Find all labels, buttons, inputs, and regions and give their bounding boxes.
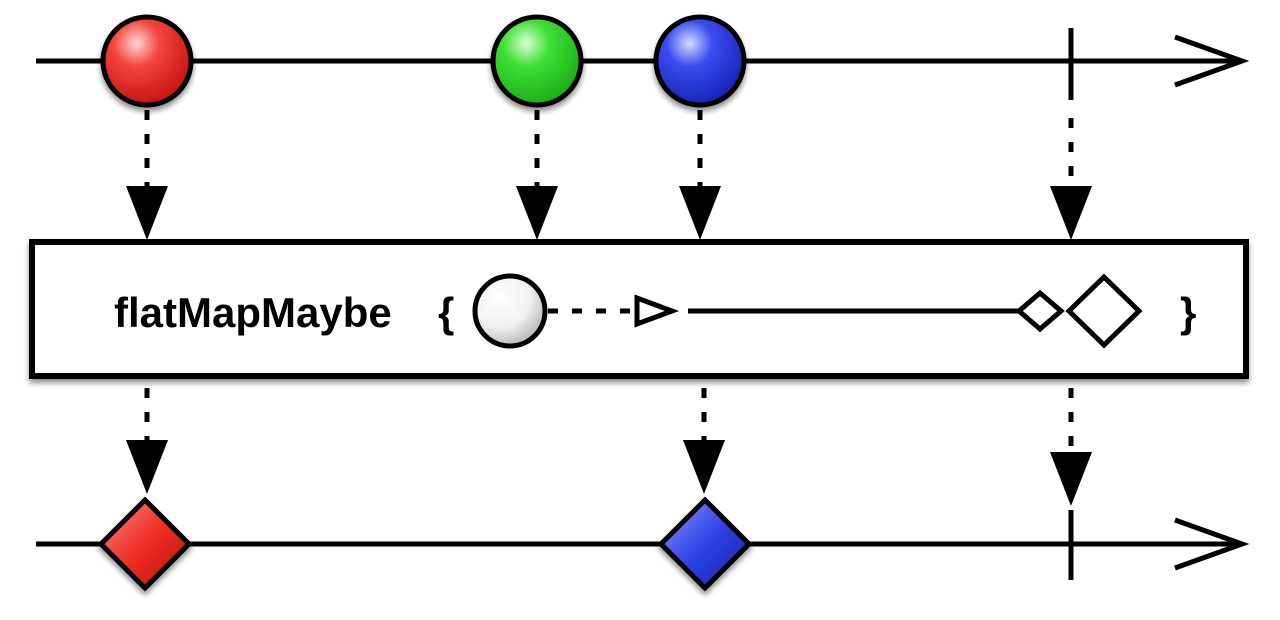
arrowhead-icon <box>683 440 725 494</box>
operator-open-brace: { <box>438 289 454 336</box>
input-to-operator-arrows <box>147 110 1071 190</box>
input-marble-red <box>103 17 191 105</box>
arrowhead-icon <box>516 186 558 240</box>
output-diamond-blue <box>661 500 749 588</box>
output-arrowheads <box>126 440 1092 506</box>
arrowhead-icon <box>1050 452 1092 506</box>
input-arrowheads <box>126 186 1092 240</box>
output-diamond-red <box>101 500 189 588</box>
arrowhead-icon <box>126 440 168 494</box>
arrowhead-icon <box>126 186 168 240</box>
input-timeline <box>36 28 1242 100</box>
input-marble-blue <box>656 17 744 105</box>
output-timeline <box>36 510 1242 580</box>
arrowhead-icon <box>1050 186 1092 240</box>
operator-box: flatMapMaybe { } <box>32 242 1246 376</box>
circle-marble-icon <box>475 276 545 346</box>
operator-close-brace: } <box>1180 289 1196 336</box>
operator-name: flatMapMaybe <box>114 289 392 336</box>
operator-to-output-arrows <box>147 388 1071 446</box>
arrowhead-icon <box>679 186 721 240</box>
input-marble-green <box>493 17 581 105</box>
